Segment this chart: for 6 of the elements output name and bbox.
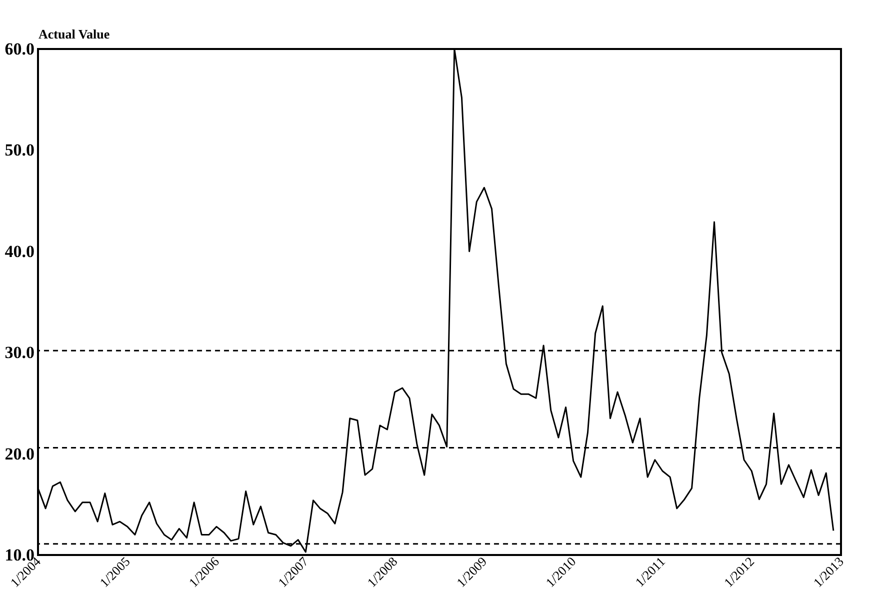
- y-tick-label: 20.0: [4, 444, 34, 464]
- y-axis-title: Actual Value: [38, 26, 110, 42]
- y-tick-label: 50.0: [4, 140, 34, 160]
- y-tick-label: 30.0: [4, 343, 34, 362]
- y-tick-label: 60.0: [4, 40, 34, 58]
- y-tick-label: 40.0: [4, 242, 34, 261]
